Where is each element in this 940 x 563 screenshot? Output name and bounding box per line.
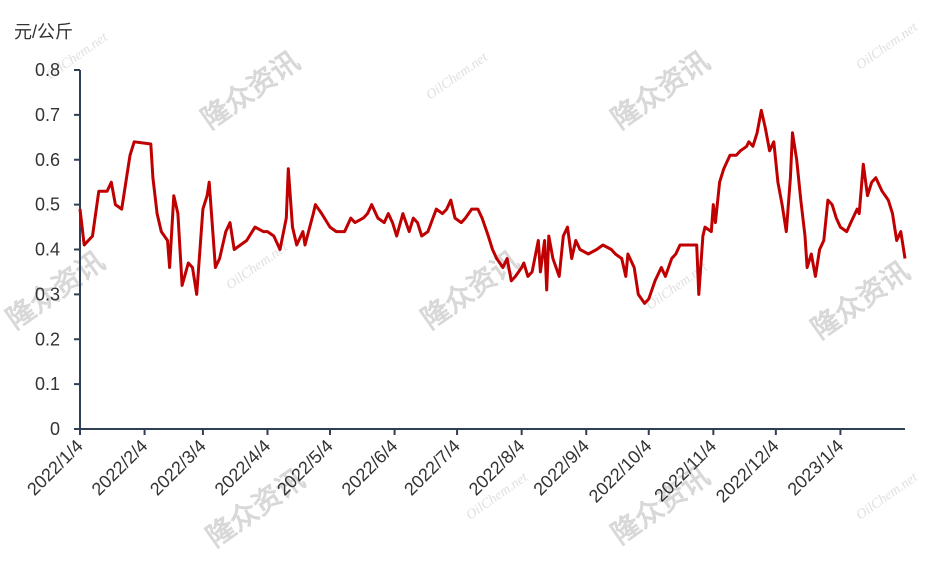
y-tick-label: 0.8 [35,60,60,80]
x-tick-label: 2022/3/4 [146,436,210,500]
watermark: OilChem.net [424,50,492,104]
watermark: OilChem.net [854,470,922,524]
y-tick-label: 0.6 [35,150,60,170]
x-tick-label: 2022/12/4 [712,436,783,507]
y-tick-label: 0.2 [35,329,60,349]
y-tick-label: 0.7 [35,105,60,125]
x-tick-label: 2022/6/4 [338,436,402,500]
x-tick-label: 2022/1/4 [23,436,87,500]
x-tick-label: 2022/7/4 [400,436,464,500]
price-line [78,108,907,305]
y-tick-label: 0.3 [35,284,60,304]
y-axis-unit: 元/公斤 [14,22,73,42]
watermark: 隆众资讯 [416,245,526,335]
y-tick-label: 0.5 [35,195,60,215]
watermark: 隆众资讯 [196,45,306,135]
watermark: OilChem.net [854,20,922,74]
x-tick-label: 2023/1/4 [784,436,848,500]
watermark: 隆众资讯 [806,255,916,345]
x-tick-label: 2022/2/4 [88,436,152,500]
x-tick-label: 2022/9/4 [529,436,593,500]
y-tick-label: 0 [50,419,60,439]
y-tick-label: 0.4 [35,240,60,260]
y-tick-label: 0.1 [35,374,60,394]
watermark: 隆众资讯 [606,45,716,135]
